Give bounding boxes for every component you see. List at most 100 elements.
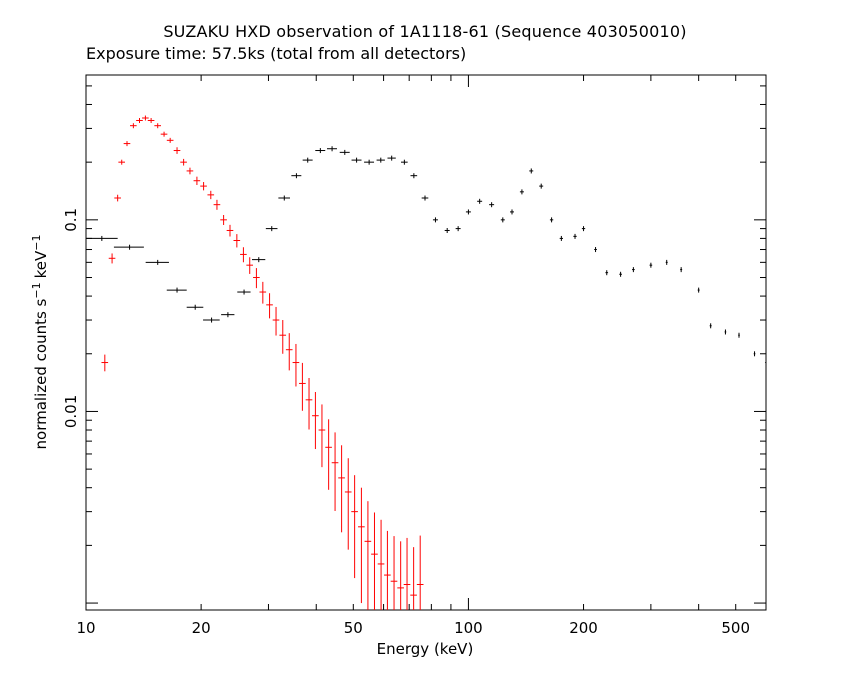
data-point xyxy=(489,202,495,208)
data-point xyxy=(387,155,396,161)
data-point xyxy=(302,157,313,163)
data-point xyxy=(410,547,417,610)
data-point xyxy=(709,323,712,329)
data-point xyxy=(221,312,235,318)
data-point xyxy=(371,512,378,610)
data-point xyxy=(390,536,398,610)
data-point xyxy=(101,354,109,372)
y-tick-label: 0.1 xyxy=(62,208,80,232)
data-point xyxy=(549,217,554,223)
axis-ticks xyxy=(85,75,767,610)
y-axis-label-exp1: −1 xyxy=(30,282,43,298)
data-point xyxy=(421,195,429,201)
data-point xyxy=(338,445,345,533)
data-point xyxy=(207,190,215,200)
series-0 xyxy=(101,115,424,610)
data-point xyxy=(559,235,564,241)
plot-frame xyxy=(85,74,767,611)
data-point xyxy=(509,209,514,215)
data-point xyxy=(384,530,391,610)
data-point xyxy=(376,157,385,163)
data-point xyxy=(251,257,266,263)
data-point xyxy=(455,226,461,232)
data-point xyxy=(581,226,586,232)
data-point xyxy=(738,332,740,338)
chart-title: SUZAKU HXD observation of 1A1118-61 (Seq… xyxy=(163,22,687,41)
data-point xyxy=(213,199,221,210)
data-point xyxy=(605,270,609,276)
data-point xyxy=(186,167,194,175)
data-point xyxy=(665,259,668,265)
x-tick-labels: 10 20 50 100 200 500 xyxy=(76,619,750,637)
x-tick-label: 50 xyxy=(344,619,363,637)
data-point xyxy=(114,194,121,202)
data-point xyxy=(305,377,313,430)
data-point xyxy=(539,183,544,189)
data-point xyxy=(180,158,187,166)
data-point xyxy=(331,432,339,511)
y-axis-label-main: normalized counts s xyxy=(32,298,50,449)
data-point xyxy=(697,287,700,293)
data-point xyxy=(465,209,471,215)
y-axis-label-exp2: −1 xyxy=(30,235,43,251)
data-point xyxy=(632,267,635,273)
data-point xyxy=(649,262,653,268)
data-point xyxy=(278,195,291,201)
data-point xyxy=(594,247,597,253)
x-tick-label: 500 xyxy=(721,619,750,637)
data-point xyxy=(377,519,385,610)
data-point xyxy=(519,189,524,195)
data-point xyxy=(401,159,408,165)
y-axis-label-unit: keV xyxy=(32,250,50,278)
data-point xyxy=(123,141,131,147)
data-point xyxy=(364,159,375,165)
x-tick-label: 200 xyxy=(569,619,598,637)
data-point xyxy=(154,123,162,129)
data-point xyxy=(292,343,300,387)
data-point xyxy=(680,267,683,273)
x-tick-label: 10 xyxy=(76,619,95,637)
data-point xyxy=(619,271,622,277)
data-point xyxy=(351,157,362,163)
data-point xyxy=(410,173,418,179)
data-point xyxy=(344,458,352,550)
data-point xyxy=(753,351,756,357)
x-axis-label: Energy (keV) xyxy=(377,640,474,658)
data-point xyxy=(259,281,267,304)
data-point xyxy=(364,501,372,610)
data-point xyxy=(220,214,227,225)
x-tick-label: 20 xyxy=(192,619,211,637)
data-point xyxy=(130,123,137,129)
data-point xyxy=(237,289,251,295)
data-point xyxy=(279,320,287,354)
y-tick-label: 0.01 xyxy=(62,395,80,428)
data-point xyxy=(312,391,319,450)
data-point xyxy=(477,198,483,204)
data-point xyxy=(160,131,168,137)
data-point xyxy=(500,217,505,223)
data-point xyxy=(166,137,174,143)
series-1 xyxy=(86,146,767,366)
data-point xyxy=(173,147,181,154)
data-point xyxy=(265,226,278,232)
data-point xyxy=(193,176,201,185)
data-point xyxy=(318,404,326,468)
data-series xyxy=(86,115,767,610)
data-point xyxy=(203,317,220,323)
data-point xyxy=(272,306,280,336)
data-point xyxy=(147,118,155,124)
data-point xyxy=(233,234,241,248)
data-point xyxy=(113,244,144,250)
data-point xyxy=(339,149,350,155)
y-axis-label: normalized counts s−1keV−1 xyxy=(30,235,50,450)
data-point xyxy=(432,217,438,223)
data-point xyxy=(403,537,411,610)
data-point xyxy=(724,329,727,335)
data-point xyxy=(291,173,302,179)
data-point xyxy=(200,182,207,191)
data-point xyxy=(226,224,234,237)
data-point xyxy=(299,362,306,411)
data-point xyxy=(86,235,118,241)
data-point xyxy=(240,247,247,263)
data-point xyxy=(145,259,169,265)
